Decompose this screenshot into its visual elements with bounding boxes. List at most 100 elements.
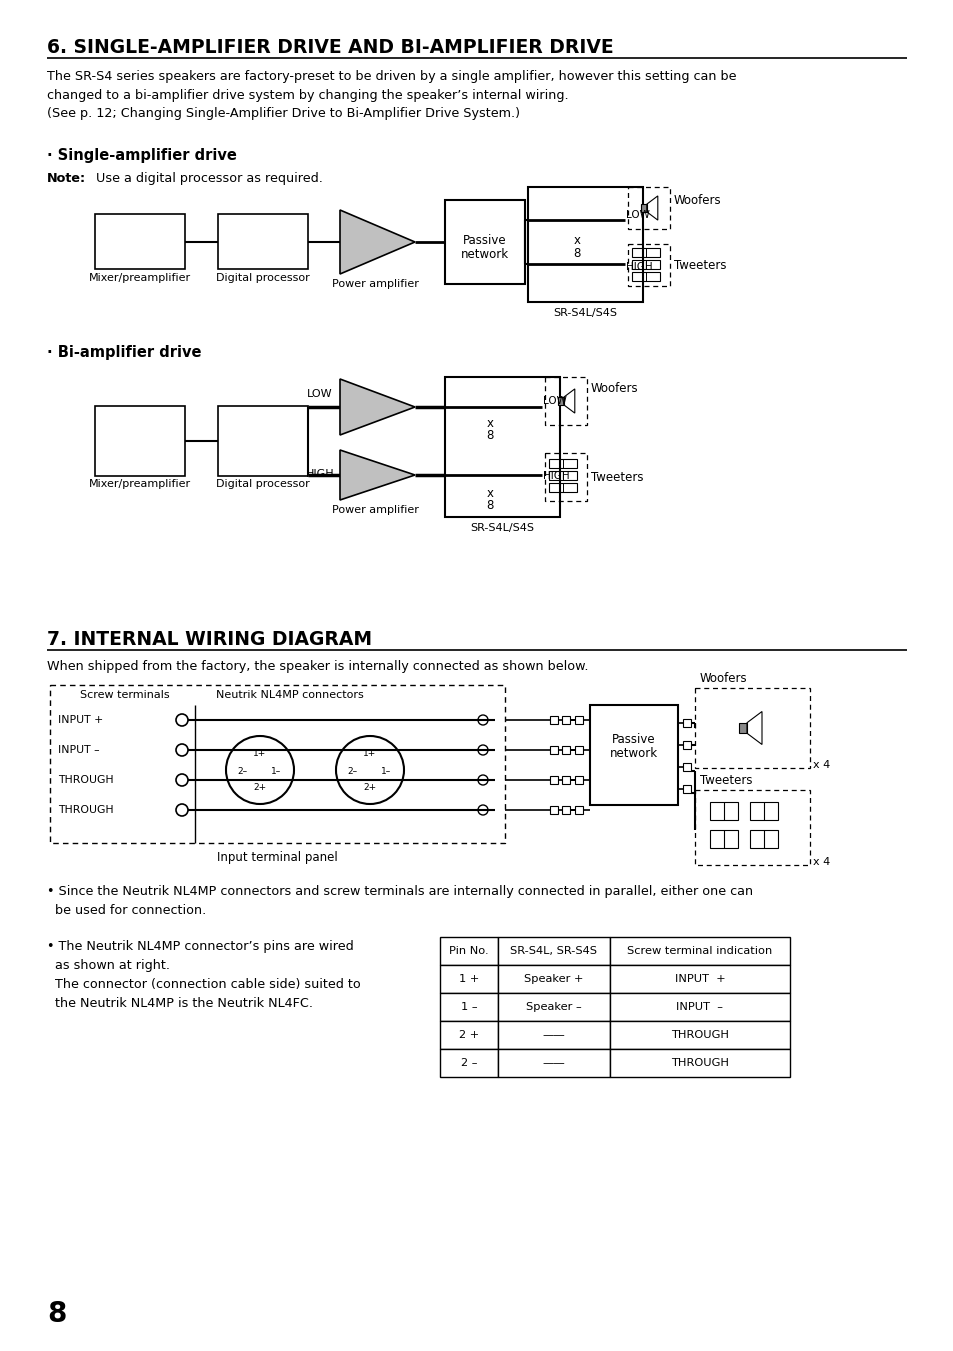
Text: SR-S4L/S4S: SR-S4L/S4S — [553, 308, 617, 317]
Bar — [682, 785, 690, 793]
Text: When shipped from the factory, the speaker is internally connected as shown belo: When shipped from the factory, the speak… — [47, 661, 588, 673]
Text: Passive: Passive — [612, 734, 655, 746]
Text: 8: 8 — [573, 247, 580, 259]
Polygon shape — [339, 450, 415, 500]
Polygon shape — [339, 380, 415, 435]
Bar — [558, 397, 563, 405]
Bar — [444, 200, 524, 284]
Bar — [609, 965, 789, 993]
Bar — [561, 746, 569, 754]
Text: INPUT +: INPUT + — [58, 715, 103, 725]
Text: 2–: 2– — [347, 767, 356, 777]
Text: 2+: 2+ — [363, 784, 376, 793]
Bar — [609, 938, 789, 965]
Text: • The Neutrik NL4MP connector’s pins are wired
  as shown at right.
  The connec: • The Neutrik NL4MP connector’s pins are… — [47, 940, 360, 1011]
Bar — [575, 716, 582, 724]
Text: 8: 8 — [47, 1300, 67, 1328]
Bar — [95, 407, 185, 476]
Text: 8: 8 — [486, 430, 493, 442]
Text: THROUGH: THROUGH — [670, 1058, 728, 1069]
Text: Speaker –: Speaker – — [525, 1002, 581, 1012]
Bar — [439, 993, 497, 1021]
Text: Power amplifier: Power amplifier — [332, 505, 418, 515]
Text: 6. SINGLE-AMPLIFIER DRIVE AND BI-AMPLIFIER DRIVE: 6. SINGLE-AMPLIFIER DRIVE AND BI-AMPLIFI… — [47, 38, 613, 57]
Text: 1–: 1– — [380, 767, 391, 777]
Bar — [575, 775, 582, 784]
Bar — [739, 723, 746, 734]
Text: SR-S4L, SR-S4S: SR-S4L, SR-S4S — [510, 946, 597, 957]
Text: Tweeters: Tweeters — [673, 259, 726, 272]
Bar — [631, 259, 659, 269]
Text: LOW: LOW — [625, 209, 649, 220]
Bar — [550, 746, 558, 754]
Text: THROUGH: THROUGH — [670, 1029, 728, 1040]
Bar — [695, 790, 809, 865]
Bar — [544, 377, 586, 426]
Text: 2 –: 2 – — [460, 1058, 476, 1069]
Text: x: x — [573, 234, 579, 247]
Text: LOW: LOW — [307, 389, 333, 399]
Bar — [682, 740, 690, 748]
Text: Woofers: Woofers — [590, 382, 638, 394]
Text: 2+: 2+ — [253, 784, 266, 793]
Text: HIGH: HIGH — [625, 262, 652, 272]
Text: network: network — [460, 249, 509, 261]
Bar — [561, 716, 569, 724]
Text: 1 –: 1 – — [460, 1002, 476, 1012]
Text: Note:: Note: — [47, 172, 86, 185]
Text: 2–: 2– — [236, 767, 247, 777]
Text: LOW: LOW — [542, 396, 566, 407]
Text: Screw terminal indication: Screw terminal indication — [627, 946, 772, 957]
Text: • Since the Neutrik NL4MP connectors and screw terminals are internally connecte: • Since the Neutrik NL4MP connectors and… — [47, 885, 752, 916]
Bar — [709, 802, 738, 820]
Text: Neutrik NL4MP connectors: Neutrik NL4MP connectors — [216, 690, 363, 700]
Text: Power amplifier: Power amplifier — [332, 280, 418, 289]
Bar — [50, 685, 504, 843]
Text: 1+: 1+ — [363, 750, 376, 758]
Text: Mixer/preamplifier: Mixer/preamplifier — [89, 273, 191, 282]
Text: x 4: x 4 — [812, 857, 829, 867]
Text: x: x — [486, 417, 493, 430]
Text: x 4: x 4 — [812, 761, 829, 770]
Bar — [575, 807, 582, 815]
Bar — [609, 993, 789, 1021]
Text: Speaker +: Speaker + — [524, 974, 583, 984]
Text: Woofers: Woofers — [673, 195, 720, 207]
Text: The SR-S4 series speakers are factory-preset to be driven by a single amplifier,: The SR-S4 series speakers are factory-pr… — [47, 70, 736, 120]
Text: Pin No.: Pin No. — [449, 946, 488, 957]
Bar — [695, 688, 809, 767]
Bar — [544, 453, 586, 501]
Bar — [218, 213, 308, 269]
Text: Woofers: Woofers — [700, 671, 747, 685]
Bar — [627, 186, 669, 230]
Text: 1 +: 1 + — [458, 974, 478, 984]
Text: Input terminal panel: Input terminal panel — [216, 851, 337, 865]
Bar — [749, 802, 778, 820]
Bar — [640, 204, 646, 212]
Bar — [548, 484, 577, 492]
Bar — [631, 272, 659, 281]
Text: 8: 8 — [486, 499, 493, 512]
Bar — [550, 716, 558, 724]
Bar — [439, 1048, 497, 1077]
Bar — [527, 186, 642, 303]
Bar — [439, 938, 497, 965]
Text: · Bi-amplifier drive: · Bi-amplifier drive — [47, 345, 201, 359]
Bar — [550, 775, 558, 784]
Text: ——: —— — [542, 1058, 565, 1069]
Text: SR-S4L/S4S: SR-S4L/S4S — [470, 523, 534, 534]
Bar — [609, 1048, 789, 1077]
Text: 7. INTERNAL WIRING DIAGRAM: 7. INTERNAL WIRING DIAGRAM — [47, 630, 372, 648]
Bar — [444, 377, 559, 517]
Text: HIGH: HIGH — [305, 469, 334, 480]
Bar — [497, 1021, 609, 1048]
Text: ——: —— — [542, 1029, 565, 1040]
Bar — [682, 763, 690, 771]
Bar — [548, 459, 577, 467]
Bar — [682, 719, 690, 727]
Bar — [609, 1021, 789, 1048]
Text: Use a digital processor as required.: Use a digital processor as required. — [96, 172, 322, 185]
Bar — [95, 213, 185, 269]
Text: Digital processor: Digital processor — [216, 480, 310, 489]
Bar — [497, 1048, 609, 1077]
